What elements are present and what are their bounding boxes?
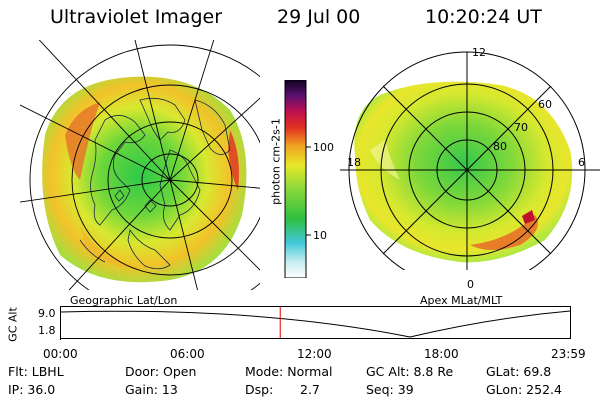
x-tick-1800: 18:00 (424, 347, 459, 361)
mlat-label-80: 80 (493, 140, 507, 153)
x-tick-0600: 06:00 (170, 347, 205, 361)
right-panel-label: Apex MLat/MLT (420, 294, 503, 307)
instrument-title: Ultraviolet Imager (50, 6, 223, 28)
mlt-label-0: 0 (467, 278, 474, 291)
timeline-plot (60, 306, 571, 340)
info-gcalt: GC Alt: 8.8 Re (366, 364, 454, 379)
mlt-label-18: 18 (347, 156, 361, 169)
colorbar-tick-10: 10 (313, 229, 327, 242)
info-ip: IP: 36.0 (8, 382, 56, 397)
info-mode: Mode: Normal (245, 364, 333, 379)
geographic-image (20, 40, 260, 290)
timeline-y-top: 9.0 (38, 307, 56, 320)
aurora-oval-right (354, 81, 573, 263)
x-tick-2359: 23:59 (551, 347, 586, 361)
mlat-label-60: 60 (538, 98, 552, 111)
x-tick-1200: 12:00 (297, 347, 332, 361)
geo-grid (20, 40, 260, 290)
time-label: 10:20:24 UT (425, 6, 542, 28)
mlt-label-6: 6 (578, 156, 585, 169)
info-gain: Gain: 13 (125, 382, 178, 397)
info-dsp-label: Dsp: (245, 382, 274, 397)
left-panel-label: Geographic Lat/Lon (70, 294, 178, 307)
info-glat: GLat: 69.8 (486, 364, 552, 379)
colorbar-units-label: photon cm-2s-1 (269, 118, 283, 205)
coastlines (79, 97, 231, 270)
date-label: 29 Jul 00 (277, 6, 361, 28)
mlt-grid (340, 51, 600, 270)
colorbar-tick-100: 100 (313, 141, 334, 154)
aurora-oval-left (42, 76, 247, 283)
info-glon: GLon: 252.4 (486, 382, 562, 397)
colorbar (284, 80, 311, 278)
info-seq: Seq: 39 (366, 382, 414, 397)
x-tick-0000: 00:00 (43, 347, 78, 361)
mlat-label-70: 70 (514, 121, 528, 134)
magnetic-polar-image (340, 51, 600, 270)
info-dsp-value: 2.7 (300, 382, 320, 397)
mlt-label-12: 12 (472, 46, 486, 59)
info-door: Door: Open (125, 364, 197, 379)
info-flt: Flt: LBHL (8, 364, 64, 379)
timeline-y-bottom: 1.8 (38, 324, 56, 337)
gc-alt-curve (60, 310, 571, 338)
timeline-axis-label: GC Alt (6, 307, 20, 342)
